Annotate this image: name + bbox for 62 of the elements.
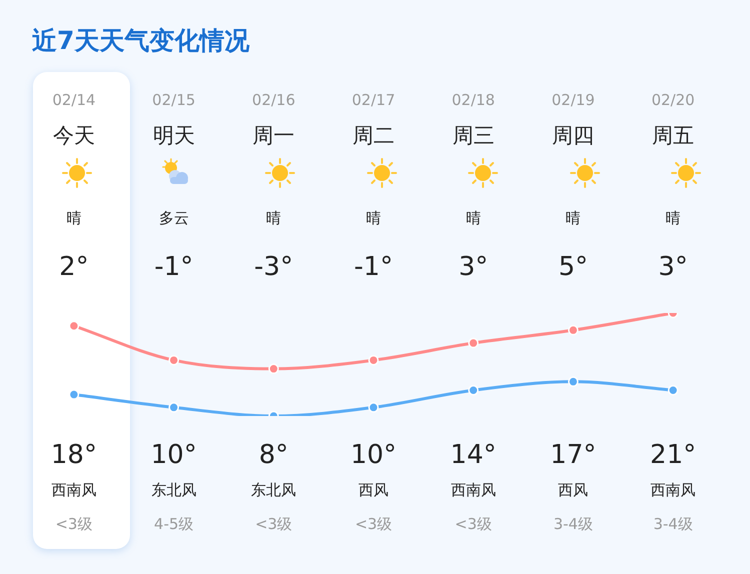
point [468, 385, 479, 396]
point [368, 354, 379, 366]
text: 4-5级 [154, 514, 194, 533]
data-label: 3° [458, 252, 488, 282]
point [268, 364, 279, 374]
text: 晴 [266, 208, 282, 227]
text: <3级 [354, 514, 392, 533]
text: 西南风 [450, 480, 496, 499]
data-label: 8° [258, 440, 288, 470]
x-tick-label: 02/16 [252, 90, 296, 109]
text: 周二 [352, 123, 394, 148]
point [568, 376, 578, 387]
text: 3-4级 [653, 514, 693, 533]
data-label: -1° [154, 252, 194, 282]
text: 3-4级 [553, 514, 593, 533]
chart-title: 近7天天气变化情况 [32, 25, 250, 57]
text: 西风 [358, 480, 388, 499]
x-tick-label: 02/14 [52, 90, 96, 109]
data-label: 5° [558, 252, 588, 282]
text: 周一 [252, 123, 295, 148]
x-tick-label: 02/20 [651, 90, 695, 109]
text: 周三 [452, 123, 494, 148]
text: 晴 [566, 208, 581, 227]
text: 今天 [52, 123, 95, 148]
data-label: 14° [450, 440, 496, 470]
text: 西南风 [650, 480, 696, 499]
point [368, 402, 379, 413]
point [668, 385, 678, 396]
data-label: 21° [650, 440, 696, 470]
x-tick-label: 02/15 [152, 90, 196, 109]
text: <3级 [454, 514, 492, 533]
data-label: 18° [50, 440, 97, 470]
text: 西南风 [51, 480, 96, 499]
point [168, 354, 180, 366]
point [68, 320, 80, 332]
text: 周五 [652, 123, 694, 148]
point [568, 324, 578, 336]
data-label: 2° [59, 252, 89, 282]
text: 东北风 [151, 480, 196, 499]
point [68, 389, 80, 400]
text: 晴 [366, 208, 381, 227]
data-label: 10° [150, 440, 197, 470]
text: 东北风 [251, 480, 296, 499]
x-tick-label: 02/19 [552, 90, 595, 109]
data-label: -3° [254, 252, 294, 282]
x-tick-label: 02/18 [452, 90, 495, 109]
data-label: 3° [658, 252, 688, 282]
x-tick-label: 02/17 [352, 90, 396, 109]
text: 明天 [152, 123, 195, 148]
point [168, 402, 180, 413]
data-label: -1° [354, 252, 393, 282]
text: <3级 [255, 514, 292, 533]
text: 晴 [666, 208, 681, 227]
data-label: 10° [350, 440, 397, 470]
text: 多云 [158, 208, 189, 227]
text: <3级 [55, 514, 92, 533]
text: 周四 [552, 123, 594, 148]
text: 西风 [558, 480, 588, 499]
data-label: 17° [550, 440, 596, 470]
point [468, 338, 479, 348]
text: 晴 [66, 208, 82, 227]
text: 晴 [466, 208, 481, 227]
